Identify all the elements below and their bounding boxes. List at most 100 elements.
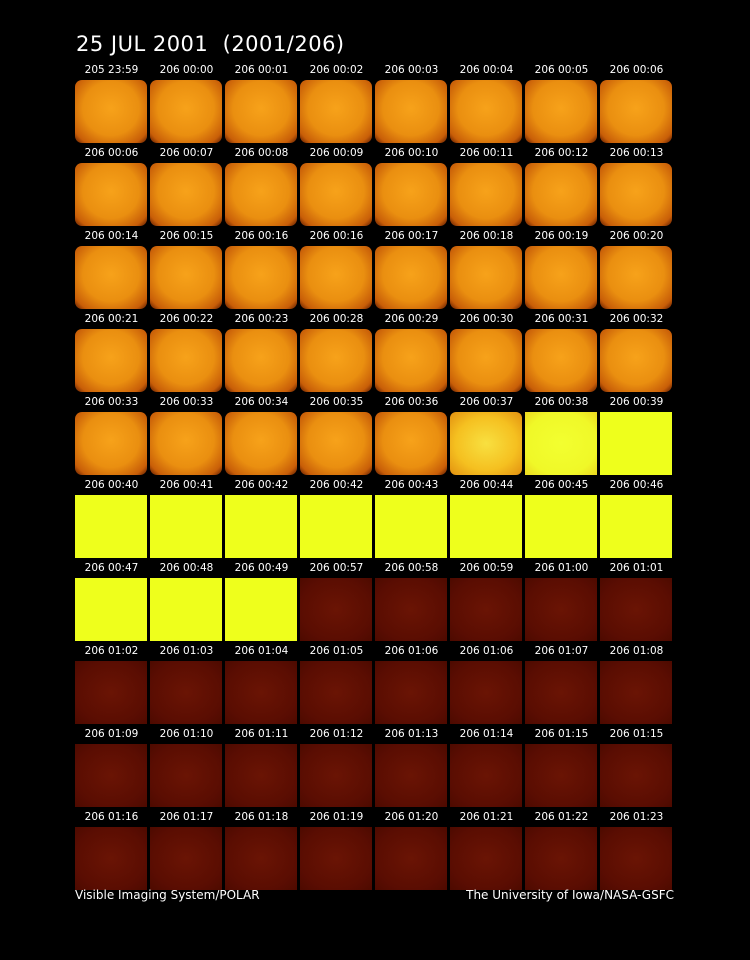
image-tile [225, 412, 297, 475]
image-tile [300, 246, 372, 309]
image-tile [75, 329, 147, 392]
image-tile [600, 827, 672, 890]
timestamp: 206 00:33 [84, 396, 139, 408]
image-tile [75, 578, 147, 641]
timestamp: 206 01:17 [159, 811, 214, 823]
timestamp: 206 00:16 [234, 230, 289, 242]
timestamp: 206 00:35 [309, 396, 364, 408]
image-tile [150, 329, 222, 392]
timestamp: 206 01:14 [459, 728, 514, 740]
image-tile [150, 661, 222, 724]
image-tile [75, 744, 147, 807]
image-tile [450, 412, 522, 475]
image-tile [525, 578, 597, 641]
image-tile [600, 744, 672, 807]
timestamp: 206 00:29 [384, 313, 439, 325]
image-tile [375, 827, 447, 890]
timestamp: 206 00:46 [609, 479, 664, 491]
image-tile [300, 744, 372, 807]
timestamp: 206 01:01 [609, 562, 664, 574]
image-tile [525, 80, 597, 143]
timestamp: 206 01:07 [534, 645, 589, 657]
image-tile [75, 80, 147, 143]
image-tile [375, 495, 447, 558]
image-tile [225, 661, 297, 724]
timestamp: 206 00:14 [84, 230, 139, 242]
image-tile [300, 80, 372, 143]
footer-left: Visible Imaging System/POLAR [75, 888, 260, 902]
image-tile [225, 495, 297, 558]
timestamp: 206 00:40 [84, 479, 139, 491]
timestamp: 206 00:42 [309, 479, 364, 491]
timestamp: 206 00:19 [534, 230, 589, 242]
image-tile [150, 246, 222, 309]
timestamp: 206 00:49 [234, 562, 289, 574]
timestamp: 206 00:39 [609, 396, 664, 408]
image-tile [75, 495, 147, 558]
image-tile [375, 661, 447, 724]
timestamp: 206 00:15 [159, 230, 214, 242]
timestamp: 206 00:57 [309, 562, 364, 574]
timestamp: 206 01:15 [609, 728, 664, 740]
timestamp: 206 00:47 [84, 562, 139, 574]
image-tile [375, 246, 447, 309]
image-tile [75, 661, 147, 724]
image-tile [150, 163, 222, 226]
timestamp: 206 00:22 [159, 313, 214, 325]
timestamp: 206 00:43 [384, 479, 439, 491]
timestamp: 206 00:11 [459, 147, 514, 159]
image-tile [225, 827, 297, 890]
timestamp: 206 00:20 [609, 230, 664, 242]
image-tile [225, 329, 297, 392]
timestamp: 206 01:22 [534, 811, 589, 823]
timestamp: 206 00:31 [534, 313, 589, 325]
timestamp: 206 01:08 [609, 645, 664, 657]
image-tile [225, 163, 297, 226]
timestamp: 206 01:23 [609, 811, 664, 823]
image-tile [300, 578, 372, 641]
image-tile [600, 329, 672, 392]
image-tile [225, 744, 297, 807]
image-tile [300, 329, 372, 392]
timestamp: 206 00:00 [159, 64, 214, 76]
timestamp: 206 00:05 [534, 64, 589, 76]
image-tile [600, 578, 672, 641]
image-tile [600, 80, 672, 143]
timestamp: 206 00:34 [234, 396, 289, 408]
image-tile [525, 827, 597, 890]
timestamp: 206 00:30 [459, 313, 514, 325]
image-tile [225, 246, 297, 309]
image-tile [450, 246, 522, 309]
timestamp: 206 01:20 [384, 811, 439, 823]
timestamp: 206 01:12 [309, 728, 364, 740]
image-tile [300, 827, 372, 890]
timestamp: 206 00:33 [159, 396, 214, 408]
timestamp: 206 01:09 [84, 728, 139, 740]
timestamp: 206 00:02 [309, 64, 364, 76]
timestamp: 206 01:04 [234, 645, 289, 657]
timestamp: 206 00:21 [84, 313, 139, 325]
image-tile [525, 246, 597, 309]
timestamp: 206 00:42 [234, 479, 289, 491]
image-tile [300, 412, 372, 475]
image-tile [450, 827, 522, 890]
image-tile [300, 495, 372, 558]
timestamp: 206 01:06 [384, 645, 439, 657]
timestamp: 206 00:48 [159, 562, 214, 574]
image-tile [450, 329, 522, 392]
image-tile [525, 495, 597, 558]
timestamp: 206 00:37 [459, 396, 514, 408]
timestamp: 206 00:38 [534, 396, 589, 408]
image-tile [300, 661, 372, 724]
image-tile [75, 827, 147, 890]
image-tile [150, 495, 222, 558]
image-tile [225, 578, 297, 641]
timestamp: 206 01:10 [159, 728, 214, 740]
timestamp: 206 00:12 [534, 147, 589, 159]
image-tile [150, 80, 222, 143]
timestamp: 206 00:45 [534, 479, 589, 491]
image-tile [450, 744, 522, 807]
timestamp: 206 00:41 [159, 479, 214, 491]
timestamp: 206 01:16 [84, 811, 139, 823]
